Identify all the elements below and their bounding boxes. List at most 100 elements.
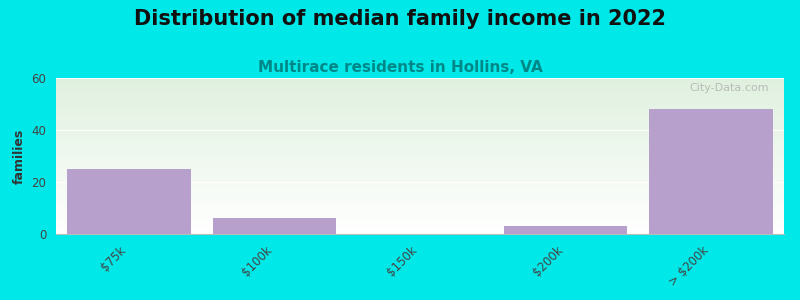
Bar [56,156,784,157]
Bar [56,130,784,131]
Bar [56,105,784,106]
Bar [56,187,784,188]
Text: Distribution of median family income in 2022: Distribution of median family income in … [134,9,666,29]
Bar [56,182,784,183]
Bar [56,189,784,190]
Bar [56,232,784,233]
Bar [56,199,784,200]
Bar [56,168,784,169]
Bar [56,164,784,165]
Bar [56,148,784,149]
Bar [56,231,784,232]
Bar [56,92,784,93]
Bar [56,120,784,121]
Bar [56,87,784,88]
Bar [56,221,784,222]
Bar [56,223,784,224]
Bar [56,174,784,175]
Bar [56,211,784,212]
Bar [56,89,784,90]
Bar [56,111,784,112]
Bar [56,109,784,110]
Bar [56,219,784,220]
Bar [56,167,784,168]
Bar [56,226,784,227]
Bar [56,222,784,223]
Bar [56,127,784,128]
Bar [56,124,784,125]
Bar [56,119,784,120]
Bar [56,209,784,210]
Bar [56,179,784,180]
Bar [56,220,784,221]
Bar [56,173,784,174]
Bar [56,183,784,184]
Bar [56,142,784,143]
Bar [56,184,784,185]
Bar [56,197,784,198]
Bar [56,129,784,130]
Bar [56,162,784,163]
Bar [56,99,784,100]
Bar [56,113,784,114]
Bar [56,203,784,204]
Bar [56,97,784,98]
Bar [56,101,784,102]
Bar [56,133,784,134]
Bar [56,136,784,137]
Bar [56,171,784,172]
Bar [56,98,784,99]
Bar [56,225,784,226]
Bar [56,160,784,161]
Bar [56,128,784,129]
Bar [56,147,784,148]
Bar [56,151,784,152]
Bar [56,206,784,207]
Bar [56,230,784,231]
Bar [67,169,190,234]
Bar [56,112,784,113]
Bar [56,115,784,116]
Bar [56,138,784,139]
Bar [56,196,784,197]
Bar [56,146,784,147]
Bar [56,135,784,136]
Bar [56,175,784,176]
Bar [56,192,784,193]
Bar [56,228,784,229]
Bar [56,178,784,179]
Bar [56,84,784,85]
Bar [56,81,784,82]
Bar [56,180,784,181]
Bar [56,137,784,138]
Bar [56,141,784,142]
Bar [56,90,784,91]
Bar [56,80,784,81]
Bar [504,226,627,234]
Bar [56,165,784,166]
Bar [56,91,784,92]
Bar [56,106,784,107]
Bar [56,139,784,140]
Bar [56,227,784,228]
Bar [56,150,784,151]
Bar [56,149,784,150]
Bar [56,181,784,182]
Bar [213,218,336,234]
Bar [56,95,784,96]
Bar [56,144,784,145]
Bar [56,202,784,203]
Bar [56,85,784,86]
Bar [56,204,784,205]
Bar [56,86,784,87]
Bar [56,201,784,202]
Bar [56,195,784,196]
Bar [56,170,784,171]
Bar [56,161,784,162]
Bar [56,212,784,213]
Bar [56,216,784,217]
Bar [56,172,784,173]
Bar [56,82,784,83]
Bar [56,200,784,201]
Bar [56,93,784,94]
